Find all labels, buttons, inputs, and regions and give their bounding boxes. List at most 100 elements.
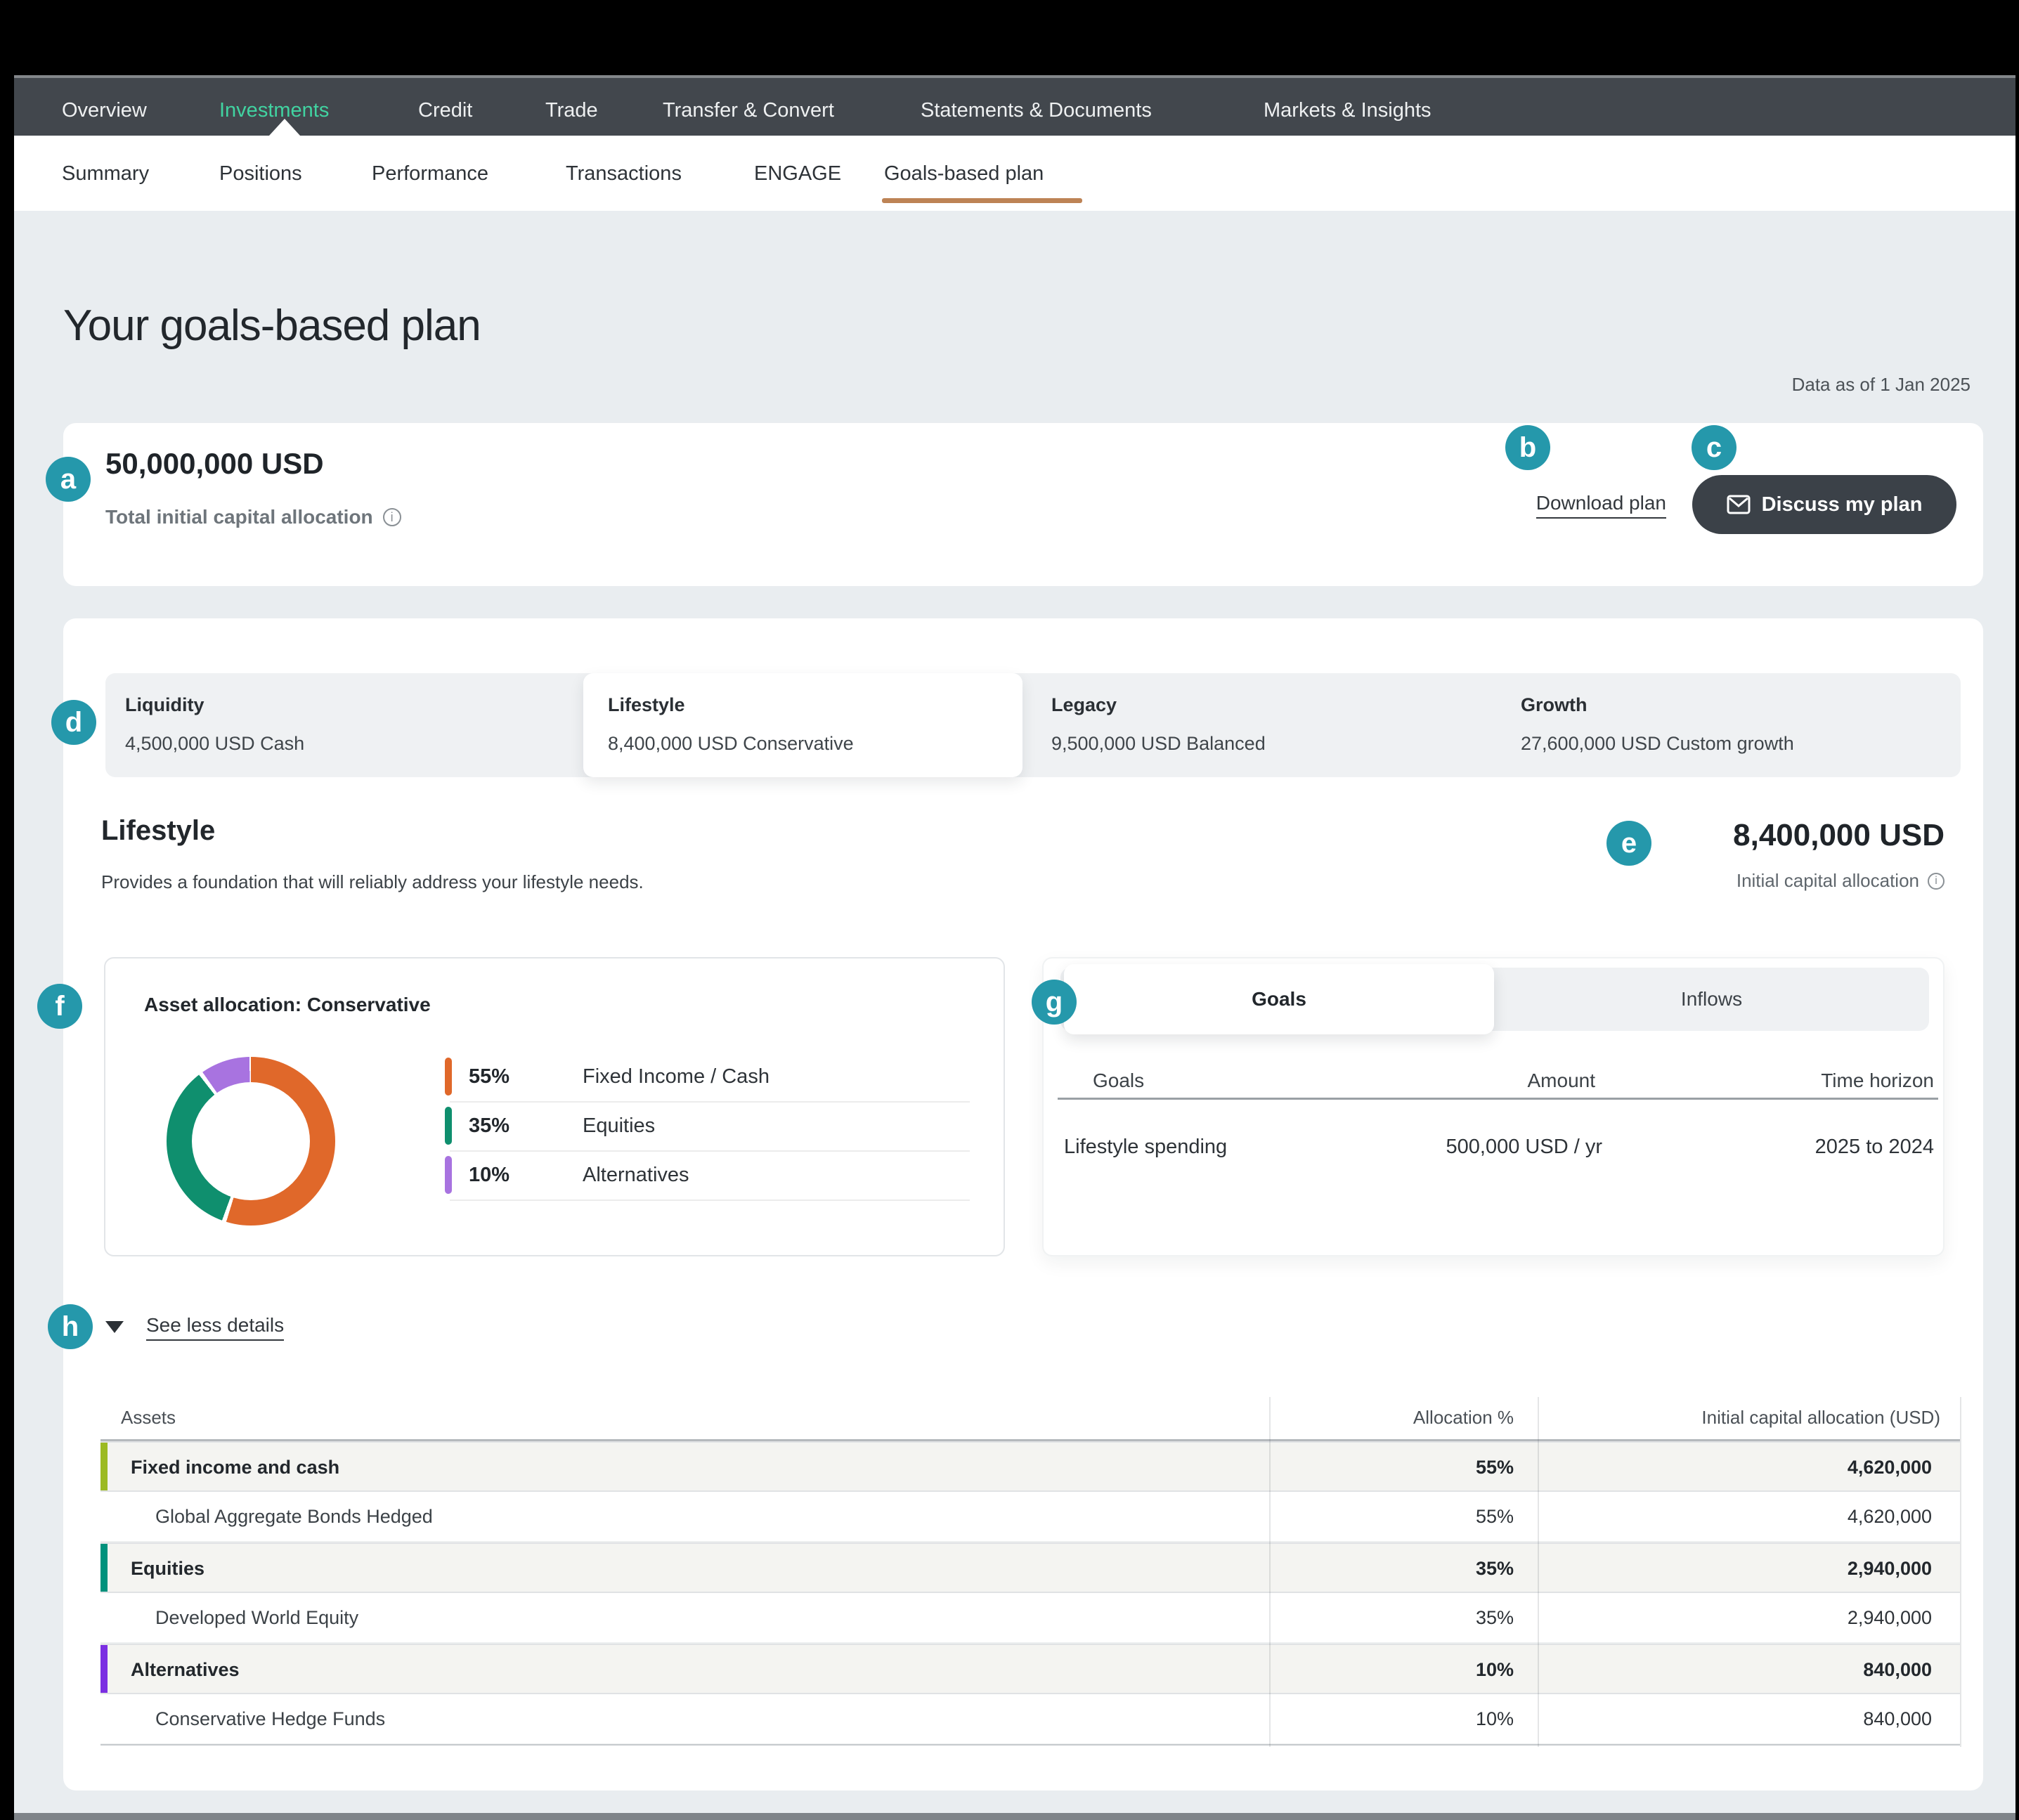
nav-item-statements-documents[interactable]: Statements & Documents xyxy=(921,99,1152,122)
tab-goals[interactable]: Goals xyxy=(1064,964,1494,1034)
column-divider xyxy=(1538,1397,1539,1747)
category-segmented-control xyxy=(105,673,1961,777)
category-name: Liquidity xyxy=(125,694,205,715)
annotation-badge-e: e xyxy=(1606,821,1651,866)
subnav-item-performance[interactable]: Performance xyxy=(372,162,489,185)
envelope-icon xyxy=(1727,495,1751,514)
row-alloc: 10% xyxy=(1475,1659,1514,1680)
column-divider xyxy=(1269,1397,1271,1747)
goals-col-header-amount: Amount xyxy=(1527,1070,1596,1091)
see-less-details-link[interactable]: See less details xyxy=(146,1314,285,1341)
subnav-item-goals-based-plan[interactable]: Goals-based plan xyxy=(884,162,1044,185)
info-icon[interactable]: i xyxy=(1928,872,1945,890)
subnav-item-transactions[interactable]: Transactions xyxy=(566,162,682,185)
lifestyle-heading: Lifestyle xyxy=(101,815,216,846)
legend-separator xyxy=(450,1150,970,1152)
legend-separator xyxy=(450,1200,970,1201)
row-capital: 2,940,000 xyxy=(1847,1558,1932,1579)
row-name: Conservative Hedge Funds xyxy=(155,1708,386,1729)
discuss-my-plan-button[interactable]: Discuss my plan xyxy=(1692,475,1956,534)
category-value: 8,400,000 USD Conservative xyxy=(608,733,854,754)
allocation-donut-chart xyxy=(167,1057,335,1226)
goals-header-underline xyxy=(1058,1098,1938,1100)
table-row-conservative-hedge-funds: Conservative Hedge Funds 10% 840,000 xyxy=(100,1694,1960,1745)
legend-label: Alternatives xyxy=(583,1164,689,1186)
goal-row-amount: 500,000 USD / yr xyxy=(1446,1136,1602,1158)
category-value: 9,500,000 USD Balanced xyxy=(1051,733,1266,754)
subnav-item-summary[interactable]: Summary xyxy=(62,162,150,185)
row-name: Global Aggregate Bonds Hedged xyxy=(155,1506,433,1527)
annotation-badge-g: g xyxy=(1032,980,1077,1025)
row-alloc: 35% xyxy=(1475,1558,1514,1579)
sub-navbar: Summary Positions Performance Transactio… xyxy=(14,136,2015,211)
row-name: Fixed income and cash xyxy=(131,1457,340,1478)
category-color-bar xyxy=(100,1544,108,1592)
row-capital: 4,620,000 xyxy=(1847,1506,1932,1527)
legend-swatch-alternatives xyxy=(445,1156,452,1194)
discuss-my-plan-label: Discuss my plan xyxy=(1761,493,1923,516)
category-name: Lifestyle xyxy=(608,694,685,715)
lifestyle-description: Provides a foundation that will reliably… xyxy=(101,871,644,892)
table-row-developed-world-equity: Developed World Equity 35% 2,940,000 xyxy=(100,1593,1960,1644)
legend-pct: 55% xyxy=(469,1065,510,1088)
download-plan-link[interactable]: Download plan xyxy=(1536,492,1666,519)
row-alloc: 35% xyxy=(1475,1607,1514,1628)
legend-pct: 35% xyxy=(469,1114,510,1137)
annotation-badge-b: b xyxy=(1505,425,1550,470)
nav-item-markets-insights[interactable]: Markets & Insights xyxy=(1264,99,1432,122)
page-title: Your goals-based plan xyxy=(63,301,481,350)
info-icon[interactable]: i xyxy=(382,508,401,526)
row-alloc: 10% xyxy=(1475,1708,1514,1729)
details-col-header-assets: Assets xyxy=(121,1407,176,1428)
row-alloc: 55% xyxy=(1475,1457,1514,1478)
annotation-badge-d: d xyxy=(51,700,96,745)
nav-item-trade[interactable]: Trade xyxy=(545,99,598,122)
nav-item-investments[interactable]: Investments xyxy=(219,99,330,122)
annotation-badge-c: c xyxy=(1692,425,1736,470)
table-row-fixed-income-category: Fixed income and cash 55% 4,620,000 xyxy=(100,1441,1960,1492)
annotation-badge-h: h xyxy=(48,1304,93,1349)
legend-pct: 10% xyxy=(469,1164,510,1186)
details-col-header-alloc: Allocation % xyxy=(1413,1407,1514,1428)
category-name: Legacy xyxy=(1051,694,1117,715)
category-color-bar xyxy=(100,1443,108,1490)
subnav-item-positions[interactable]: Positions xyxy=(219,162,302,185)
legend-label: Equities xyxy=(583,1114,656,1137)
legend-label: Fixed Income / Cash xyxy=(583,1065,770,1088)
row-capital: 4,620,000 xyxy=(1847,1457,1932,1478)
annotation-badge-a: a xyxy=(46,457,91,502)
subnav-item-engage[interactable]: ENGAGE xyxy=(754,162,842,185)
table-row-equities-category: Equities 35% 2,940,000 xyxy=(100,1542,1960,1593)
category-color-bar xyxy=(100,1645,108,1693)
goals-col-header-horizon: Time horizon xyxy=(1821,1070,1934,1091)
total-capital-caption: Total initial capital allocation i xyxy=(105,506,401,528)
category-name: Growth xyxy=(1521,694,1588,715)
row-name: Equities xyxy=(131,1558,205,1579)
row-name: Developed World Equity xyxy=(155,1607,359,1628)
nav-item-credit[interactable]: Credit xyxy=(418,99,473,122)
lifestyle-amount: 8,400,000 USD xyxy=(1733,818,1945,852)
tab-inflows[interactable]: Inflows xyxy=(1680,988,1743,1010)
category-segment-lifestyle-selected[interactable] xyxy=(583,673,1023,777)
category-value: 4,500,000 USD Cash xyxy=(125,733,305,754)
total-capital-card xyxy=(63,423,1983,586)
details-col-header-capital: Initial capital allocation (USD) xyxy=(1701,1407,1940,1428)
details-header-border xyxy=(100,1439,1960,1441)
goal-row-name: Lifestyle spending xyxy=(1064,1136,1228,1158)
legend-swatch-equities xyxy=(445,1107,452,1145)
row-capital: 840,000 xyxy=(1863,1659,1932,1680)
nav-item-overview[interactable]: Overview xyxy=(62,99,147,122)
chevron-down-icon[interactable] xyxy=(105,1321,124,1333)
table-row-alternatives-category: Alternatives 10% 840,000 xyxy=(100,1644,1960,1694)
details-bottom-border xyxy=(100,1744,1960,1746)
row-name: Alternatives xyxy=(131,1659,240,1680)
top-navbar: Overview Investments Credit Trade Transf… xyxy=(14,75,2015,136)
nav-item-transfer-convert[interactable]: Transfer & Convert xyxy=(663,99,834,122)
row-capital: 2,940,000 xyxy=(1847,1607,1932,1628)
total-capital-amount: 50,000,000 USD xyxy=(105,447,324,480)
asset-allocation-title: Asset allocation: Conservative xyxy=(144,994,431,1015)
window-bottom-edge xyxy=(14,1813,2015,1820)
goal-row-horizon: 2025 to 2024 xyxy=(1814,1136,1934,1158)
column-divider xyxy=(1960,1397,1961,1747)
active-tab-underline xyxy=(882,198,1082,203)
